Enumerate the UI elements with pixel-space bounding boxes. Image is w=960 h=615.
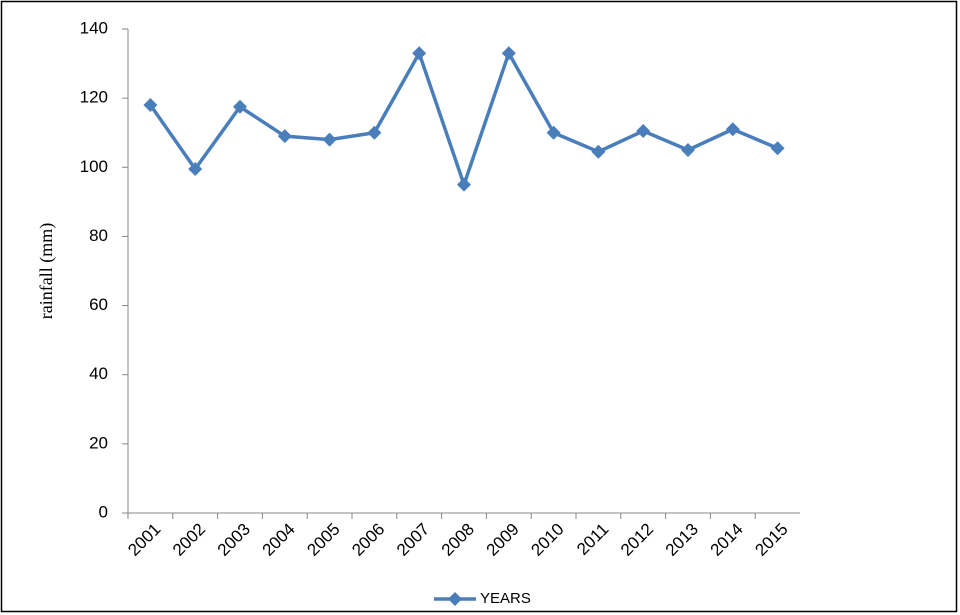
point-marker <box>725 122 740 137</box>
point-marker <box>681 143 695 157</box>
point-marker <box>277 129 292 144</box>
point-marker <box>457 177 471 192</box>
y-tick-label: 40 <box>89 364 108 383</box>
point-marker <box>322 132 337 147</box>
y-tick-label: 100 <box>80 157 108 176</box>
point-marker <box>367 125 382 140</box>
point-marker <box>770 141 785 156</box>
point-marker <box>233 99 247 114</box>
y-tick-label: 80 <box>89 226 108 245</box>
y-axis-label: rainfall (mm) <box>36 223 57 319</box>
point-marker <box>143 98 158 113</box>
point-marker <box>412 46 427 61</box>
point-marker <box>546 125 561 140</box>
legend-marker <box>448 592 462 606</box>
y-tick-label: 60 <box>89 295 108 314</box>
legend-label: YEARS <box>480 590 531 607</box>
y-tick-label: 140 <box>80 18 108 37</box>
point-marker <box>636 123 651 138</box>
y-tick-label: 20 <box>89 433 108 452</box>
point-marker <box>188 162 203 177</box>
point-marker <box>591 144 606 159</box>
y-tick-label: 120 <box>80 88 108 107</box>
point-marker <box>501 46 516 61</box>
y-tick-label: 0 <box>99 502 108 521</box>
